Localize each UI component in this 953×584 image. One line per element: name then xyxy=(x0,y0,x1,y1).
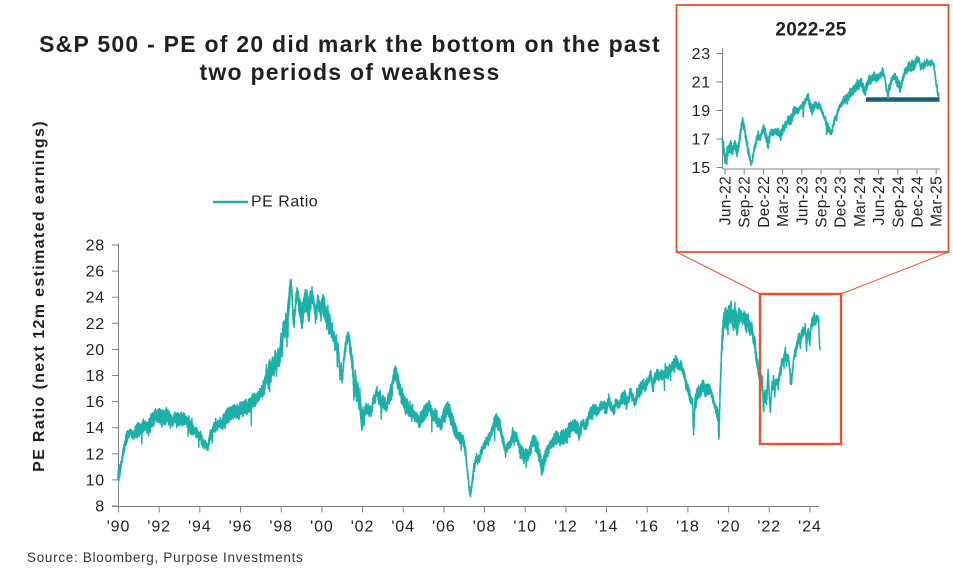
svg-text:Dec-23: Dec-23 xyxy=(833,176,850,228)
svg-text:Jun-22: Jun-22 xyxy=(718,176,735,225)
svg-text:'18: '18 xyxy=(676,519,700,536)
svg-text:18: 18 xyxy=(86,368,105,385)
svg-text:Dec-24: Dec-24 xyxy=(910,176,927,228)
svg-text:'20: '20 xyxy=(717,519,741,536)
svg-text:'02: '02 xyxy=(351,519,375,536)
svg-text:S&P 500 - PE of 20 did mark th: S&P 500 - PE of 20 did mark the bottom o… xyxy=(39,31,661,57)
svg-text:15: 15 xyxy=(692,160,711,177)
svg-text:PE Ratio (next 12m estimated e: PE Ratio (next 12m estimated earnings) xyxy=(31,120,48,472)
svg-text:'12: '12 xyxy=(554,519,578,536)
svg-text:Sep-24: Sep-24 xyxy=(890,176,907,228)
svg-text:Sep-23: Sep-23 xyxy=(814,176,831,228)
svg-text:Source: Bloomberg, Purpose Inv: Source: Bloomberg, Purpose Investments xyxy=(27,550,303,565)
svg-text:Jun-24: Jun-24 xyxy=(871,176,888,225)
svg-text:'04: '04 xyxy=(391,519,415,536)
svg-text:8: 8 xyxy=(95,499,105,516)
svg-text:'94: '94 xyxy=(188,519,212,536)
svg-text:Mar-24: Mar-24 xyxy=(852,176,869,227)
svg-text:23: 23 xyxy=(692,46,711,63)
svg-text:Sep-22: Sep-22 xyxy=(737,176,754,228)
svg-text:17: 17 xyxy=(692,132,711,149)
svg-text:Jun-23: Jun-23 xyxy=(794,176,811,225)
svg-text:12: 12 xyxy=(86,446,105,463)
svg-text:'22: '22 xyxy=(757,519,781,536)
svg-text:'90: '90 xyxy=(107,519,131,536)
svg-text:PE Ratio: PE Ratio xyxy=(251,194,318,211)
svg-text:2022-25: 2022-25 xyxy=(775,20,846,41)
svg-text:20: 20 xyxy=(86,342,105,359)
svg-text:Dec-22: Dec-22 xyxy=(756,176,773,228)
svg-text:'16: '16 xyxy=(635,519,659,536)
svg-text:'14: '14 xyxy=(595,519,619,536)
svg-text:16: 16 xyxy=(86,394,105,411)
svg-text:19: 19 xyxy=(692,103,711,120)
svg-text:Mar-25: Mar-25 xyxy=(929,176,946,227)
svg-text:28: 28 xyxy=(86,238,105,255)
svg-text:24: 24 xyxy=(86,290,105,307)
svg-text:14: 14 xyxy=(86,420,105,437)
svg-text:'08: '08 xyxy=(473,519,497,536)
svg-text:'98: '98 xyxy=(269,519,293,536)
svg-text:'96: '96 xyxy=(229,519,253,536)
svg-text:'06: '06 xyxy=(432,519,456,536)
svg-text:26: 26 xyxy=(86,264,105,281)
svg-text:'92: '92 xyxy=(147,519,171,536)
svg-text:'24: '24 xyxy=(798,519,822,536)
svg-text:22: 22 xyxy=(86,316,105,333)
svg-text:'00: '00 xyxy=(310,519,334,536)
svg-text:two periods of weakness: two periods of weakness xyxy=(200,59,501,85)
svg-text:'10: '10 xyxy=(513,519,537,536)
svg-text:10: 10 xyxy=(86,472,105,489)
svg-text:21: 21 xyxy=(692,75,711,92)
svg-text:Mar-23: Mar-23 xyxy=(775,176,792,227)
